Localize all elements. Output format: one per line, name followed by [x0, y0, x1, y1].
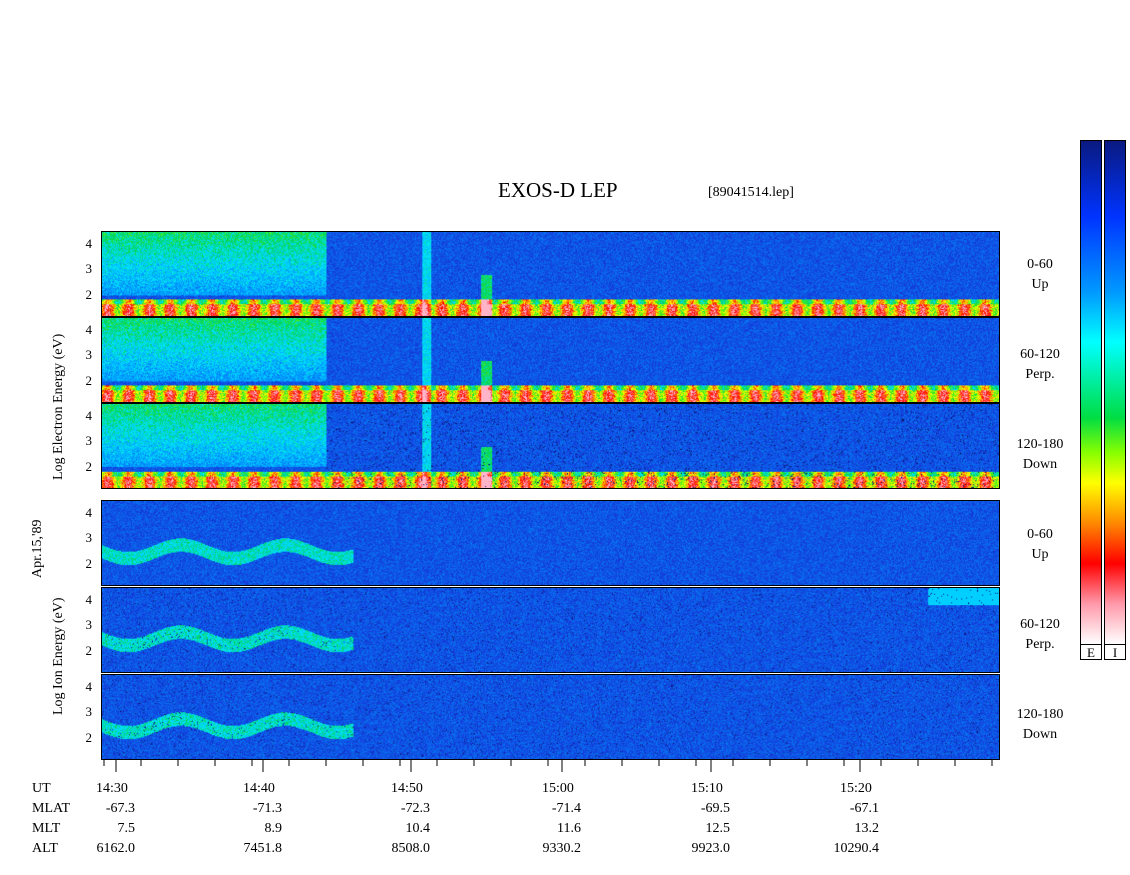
- axis-value-mlat: -67.1: [849, 801, 879, 816]
- electron-perp-spectrogram: [102, 318, 999, 402]
- y-tick-label: 3: [85, 433, 93, 448]
- axis-value-alt: 7451.8: [243, 841, 283, 856]
- y-tick-label: 2: [85, 373, 93, 388]
- ion-perp-spectrogram: [102, 588, 999, 672]
- axis-value-ut: 14:30: [96, 781, 128, 796]
- ion-colorbar-label: I: [1104, 644, 1126, 660]
- y-tick-label: 3: [85, 347, 93, 362]
- y-tick-label: 2: [85, 643, 93, 658]
- axis-value-mlat: -69.5: [700, 801, 730, 816]
- axis-value-alt: 10290.4: [833, 841, 880, 856]
- ion-y-axis-label: Log Ion Energy (eV): [51, 597, 66, 715]
- electron-up-label: 0-60 Up: [1027, 257, 1053, 292]
- alt-row-label: ALT: [32, 841, 58, 856]
- electron-down-label: 120-180 Down: [1016, 437, 1064, 472]
- axis-value-alt: 6162.0: [96, 841, 136, 856]
- y-tick-label: 4: [85, 592, 93, 607]
- ion-colorbar: [1104, 140, 1126, 645]
- axis-value-mlt: 13.2: [854, 821, 880, 836]
- electron-panel-perp: [101, 317, 1000, 403]
- axis-value-mlt: 11.6: [557, 821, 581, 836]
- y-tick-label: 2: [85, 459, 93, 474]
- axis-value-alt: 9330.2: [542, 841, 582, 856]
- ion-up-spectrogram: [102, 501, 999, 585]
- y-tick-label: 3: [85, 704, 93, 719]
- ion-down-spectrogram: [102, 675, 999, 759]
- y-tick-label: 2: [85, 730, 93, 745]
- axis-value-mlt: 7.5: [117, 821, 136, 836]
- y-tick-label: 3: [85, 261, 93, 276]
- axis-value-mlt: 10.4: [405, 821, 431, 836]
- axis-value-ut: 14:50: [391, 781, 423, 796]
- file-name: [89041514.lep]: [708, 185, 794, 200]
- electron-up-spectrogram: [102, 232, 999, 316]
- y-tick-label: 4: [85, 322, 93, 337]
- y-tick-label: 3: [85, 617, 93, 632]
- y-tick-label: 2: [85, 287, 93, 302]
- axis-value-mlat: -72.3: [400, 801, 430, 816]
- electron-perp-label: 60-120 Perp.: [1020, 347, 1060, 382]
- mlat-row-label: MLAT: [32, 801, 71, 816]
- ion-panel-down: [101, 674, 1000, 760]
- y-tick-label: 2: [85, 556, 93, 571]
- x-axis-ticks: [103, 760, 993, 772]
- y-tick-label: 4: [85, 236, 93, 251]
- axis-value-mlat: -71.4: [551, 801, 581, 816]
- ut-row-label: UT: [32, 781, 51, 796]
- electron-colorbar: [1080, 140, 1102, 645]
- electron-y-axis-label: Log Electron Energy (eV): [51, 333, 66, 480]
- electron-down-spectrogram: [102, 404, 999, 488]
- y-tick-label: 4: [85, 679, 93, 694]
- axis-value-ut: 15:00: [542, 781, 574, 796]
- axis-value-mlt: 8.9: [264, 821, 283, 836]
- axis-value-ut: 14:40: [243, 781, 275, 796]
- axis-value-ut: 15:10: [691, 781, 723, 796]
- ion-perp-label: 60-120 Perp.: [1020, 617, 1060, 652]
- date-label: Apr.15,'89: [30, 519, 45, 578]
- ion-panel-perp: [101, 587, 1000, 673]
- electron-panel-down: [101, 403, 1000, 489]
- electron-colorbar-label: E: [1080, 644, 1102, 660]
- axis-value-ut: 15:20: [840, 781, 872, 796]
- ion-panel-up: [101, 500, 1000, 586]
- y-tick-label: 4: [85, 505, 93, 520]
- axis-value-alt: 8508.0: [391, 841, 431, 856]
- ion-down-label: 120-180 Down: [1016, 707, 1064, 742]
- ion-up-label: 0-60 Up: [1027, 527, 1053, 562]
- axis-value-mlat: -67.3: [105, 801, 135, 816]
- axis-value-mlat: -71.3: [252, 801, 282, 816]
- axis-value-alt: 9923.0: [691, 841, 731, 856]
- chart-title: EXOS-D LEP: [498, 178, 618, 202]
- mlt-row-label: MLT: [32, 821, 61, 836]
- y-tick-label: 4: [85, 408, 93, 423]
- axis-value-mlt: 12.5: [705, 821, 731, 836]
- y-tick-label: 3: [85, 530, 93, 545]
- electron-panel-up: [101, 231, 1000, 317]
